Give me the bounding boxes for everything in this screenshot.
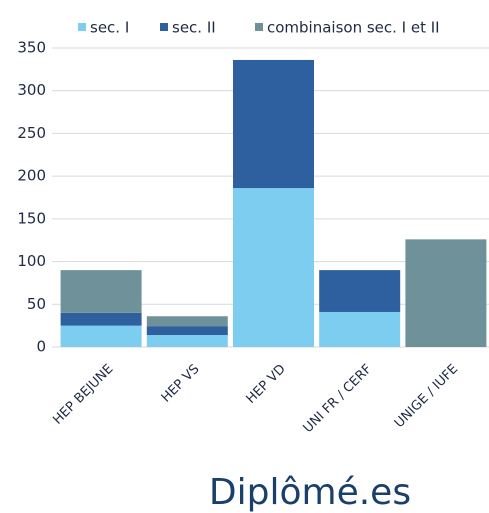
bar-segment xyxy=(405,239,487,347)
legend-swatch xyxy=(255,23,263,31)
x-tick-label: HEP VS xyxy=(159,362,203,406)
y-tick-label: 300 xyxy=(17,81,46,99)
bar-segment xyxy=(60,270,142,313)
x-tick-label: UNIGE / IUFE xyxy=(392,362,461,431)
chart-title: Diplômé.es xyxy=(209,472,411,513)
x-tick-label: HEP VD xyxy=(244,362,289,407)
bar-segment xyxy=(233,59,314,189)
legend-swatch xyxy=(78,23,86,31)
x-tick-label: HEP BEJUNE xyxy=(50,362,116,428)
bar-segment xyxy=(60,312,142,326)
bar-segment xyxy=(60,325,142,347)
legend-swatch xyxy=(160,23,168,31)
y-tick-label: 200 xyxy=(17,167,46,185)
y-tick-label: 250 xyxy=(17,124,46,142)
y-tick-label: 150 xyxy=(17,209,46,227)
x-tick-label: UNI FR / CERF xyxy=(301,362,375,436)
y-tick-label: 100 xyxy=(17,252,46,270)
legend-label: sec. I xyxy=(90,19,129,37)
bar-segment xyxy=(233,188,314,347)
bar-segment xyxy=(146,326,228,336)
y-tick-label: 0 xyxy=(36,338,46,356)
bar-segment xyxy=(319,311,401,347)
y-tick-label: 50 xyxy=(27,295,46,313)
bar-segment xyxy=(146,316,228,327)
bar-segment xyxy=(146,335,228,347)
legend-label: sec. II xyxy=(172,19,216,37)
legend-label: combinaison sec. I et II xyxy=(267,19,440,37)
bar-segment xyxy=(319,270,401,312)
y-tick-label: 350 xyxy=(17,39,46,57)
